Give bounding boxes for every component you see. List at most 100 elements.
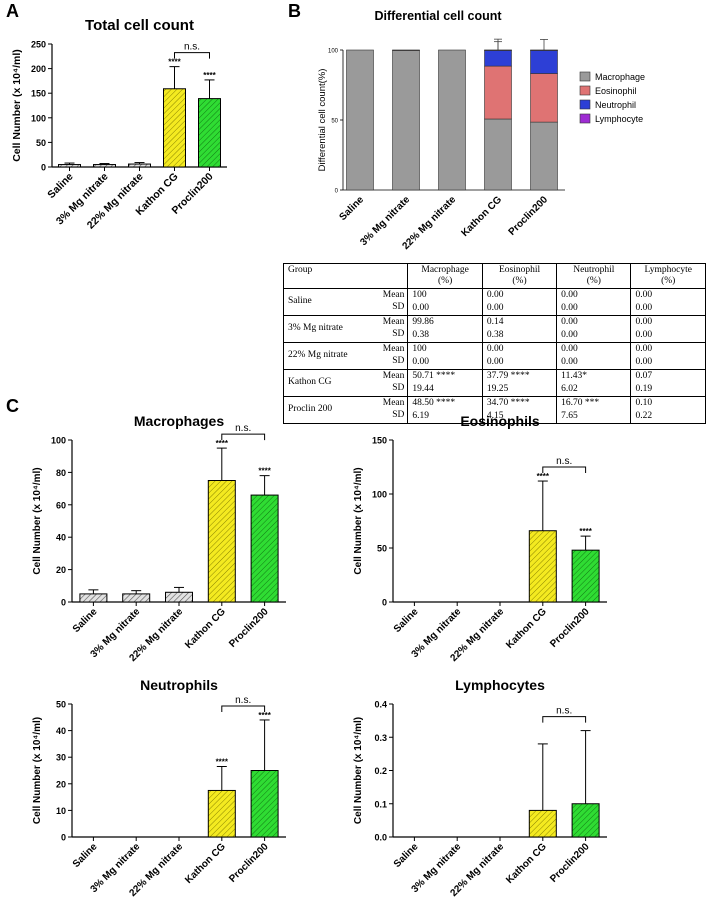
bar: [571, 803, 600, 838]
table-mean-cell: 100: [407, 342, 483, 356]
table-sd-cell: 6.19: [407, 410, 483, 424]
table-row-sd: 0.38 0.38 0.00 0.00: [284, 329, 706, 343]
y-axis-label: Cell Number (x 10⁴/ml): [353, 717, 364, 824]
comparison-bracket: [542, 466, 587, 474]
table-row-mean: 3% Mg nitrate Mean SD 99.86 0.14 0.00 0.00: [282, 315, 706, 343]
y-tick-label: 0.0: [374, 833, 387, 843]
bar: [163, 88, 186, 168]
chart-title: Macrophages: [134, 413, 224, 429]
legend-label: Eosinophil: [595, 86, 637, 96]
bar: [207, 789, 236, 838]
significance-label: ****: [258, 467, 271, 476]
y-tick-label: 0: [41, 163, 46, 173]
table-row-mean: 22% Mg nitrate Mean SD 100 0.00 0.00 0.00: [282, 342, 706, 370]
legend-label: Lymphocyte: [595, 114, 643, 124]
y-tick-label: 30: [56, 753, 66, 763]
comparison-bracket: [174, 52, 210, 59]
table-group-cell: Saline Mean SD: [282, 288, 409, 316]
table-sd-cell: 19.25: [481, 383, 558, 397]
y-tick-label: 50: [331, 119, 338, 125]
significance-label: ****: [258, 711, 271, 720]
x-tick-label: Saline: [338, 194, 367, 223]
table-mean-cell: 0.00: [556, 315, 632, 329]
table-sd-cell: 0.00: [481, 302, 558, 316]
table-header-row: Group Macrophage (%) Eosinophil (%) Neutro…: [282, 263, 706, 289]
table-row-mean: Kathon CG Mean SD 50.71 **** 37.79 **** 11.43…: [282, 369, 706, 397]
table-sd-cell: 0.38: [481, 329, 558, 343]
significance-label: ****: [216, 758, 229, 767]
table-group-cell: Kathon CG Mean SD: [282, 369, 409, 397]
chart-totalCount: Total cell count Cell Number (x 10⁴/ml) 0 5…: [11, 17, 227, 232]
chart-lymphocytes: Lymphocytes Cell Number (x 10⁴/ml) 0.0 0.1 0…: [353, 677, 607, 899]
table-row-sd: 6.19 4.15 7.65 0.22: [284, 410, 706, 424]
table-mean-cell: 0.00: [630, 288, 706, 302]
table-mean-cell: 0.00: [556, 288, 632, 302]
bar: [122, 593, 151, 603]
table-mean-cell: 0.14: [481, 315, 558, 329]
table-stat-mean: Mean: [382, 398, 405, 408]
y-tick-label: 0: [61, 598, 66, 608]
comparison-label: n.s.: [556, 706, 572, 717]
table-header-lymphocyte: Lymphocyte (%): [630, 263, 706, 289]
table-header-macrophage: Macrophage (%): [407, 263, 483, 289]
table-mean-cell: 0.00: [481, 342, 558, 356]
comparison-label: n.s.: [235, 423, 251, 434]
table-stat-mean: Mean: [382, 371, 405, 381]
x-tick-label: Saline: [45, 171, 75, 201]
table-sd-cell: 0.00: [481, 356, 558, 370]
table-group-label: Saline: [288, 296, 312, 306]
chart-title: Differential cell count: [374, 9, 502, 23]
panel-letter-b: B: [288, 1, 301, 21]
y-tick-label: 150: [31, 89, 46, 99]
y-tick-label: 20: [56, 565, 66, 575]
x-tick-label: Saline: [392, 606, 421, 635]
x-tick-label: Proclin200: [227, 606, 271, 650]
table-stat-sd: SD: [392, 302, 405, 312]
y-tick-label: 0.1: [374, 799, 387, 809]
table-sd-cell: 19.44: [407, 383, 483, 397]
bar: [79, 593, 108, 603]
table-group-label: 3% Mg nitrate: [288, 323, 343, 333]
y-tick-label: 80: [56, 468, 66, 478]
chart-title: Total cell count: [85, 17, 194, 34]
bar: [198, 98, 221, 168]
y-tick-label: 100: [51, 436, 66, 446]
stacked-bar-segment: [530, 121, 558, 191]
y-tick-label: 0.4: [374, 700, 387, 710]
comparison-label: n.s.: [235, 695, 251, 706]
stacked-bar-segment: [530, 49, 558, 74]
table-sd-cell: 0.00: [407, 356, 483, 370]
table-row-mean: Saline Mean SD 100 0.00 0.00 0.00: [282, 288, 706, 316]
y-tick-label: 60: [56, 500, 66, 510]
table-mean-cell: 0.00: [481, 288, 558, 302]
table-mean-cell: 0.10: [630, 396, 706, 410]
charts-layer: Total cell count Cell Number (x 10⁴/ml) 0 5…: [11, 9, 645, 899]
y-axis-label: Differential cell count(%): [317, 69, 328, 172]
bar: [250, 494, 279, 603]
table-stat-mean: Mean: [382, 290, 405, 300]
table-sd-cell: 6.02: [556, 383, 632, 397]
stacked-bar-segment: [484, 49, 512, 67]
legend-swatch: [579, 71, 591, 82]
table-stat-sd: SD: [392, 410, 405, 420]
y-axis-label: Cell Number (x 10⁴/ml): [32, 467, 43, 574]
table-row-sd: 0.00 0.00 0.00 0.00: [284, 356, 706, 370]
legend-label: Macrophage: [595, 72, 645, 82]
x-tick-label: Kathon CG: [504, 606, 549, 651]
legend-swatch: [579, 113, 591, 124]
bar: [528, 809, 557, 838]
y-tick-label: 0: [335, 189, 339, 195]
table-mean-cell: 34.70 ****: [481, 396, 558, 410]
comparison-label: n.s.: [556, 456, 572, 467]
y-tick-label: 150: [372, 436, 387, 446]
stacked-bar-segment: [392, 49, 420, 191]
y-tick-label: 20: [56, 779, 66, 789]
bar: [207, 480, 236, 603]
significance-label: ****: [203, 71, 216, 80]
table-sd-cell: 0.00: [407, 302, 483, 316]
stacked-bar-segment: [346, 49, 374, 191]
table-stat-mean: Mean: [382, 344, 405, 354]
table-row-mean: Proclin 200 Mean SD 48.50 **** 34.70 **** 16.…: [282, 396, 706, 424]
x-tick-label: Proclin200: [507, 194, 551, 238]
table-stat-sd: SD: [392, 383, 405, 393]
